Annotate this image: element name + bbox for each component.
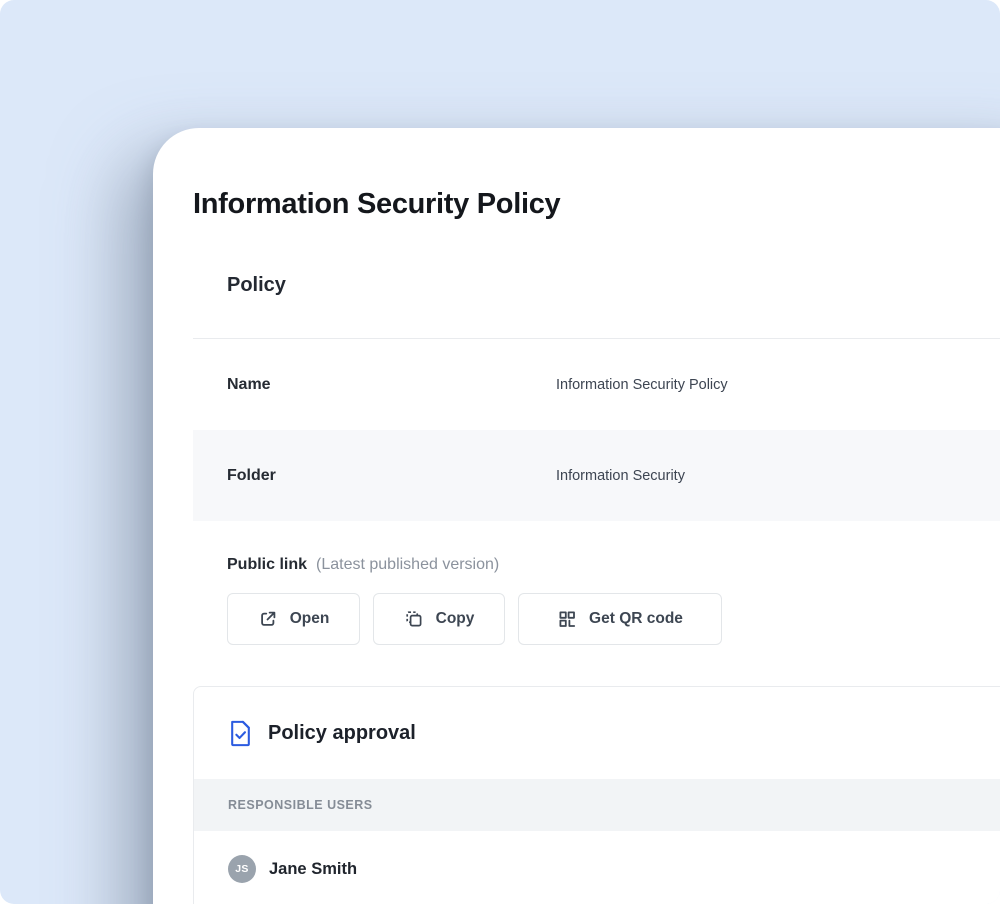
user-name: Jane Smith bbox=[269, 859, 358, 878]
responsible-users-label: RESPONSIBLE USERS bbox=[228, 798, 373, 812]
public-link-header: Public link (Latest published version) bbox=[227, 556, 499, 574]
row-label: Name bbox=[227, 375, 271, 393]
public-link-actions: Open Copy bbox=[227, 593, 722, 645]
avatar-initials: JS bbox=[235, 863, 249, 875]
avatar: JS bbox=[228, 855, 256, 883]
row-value: Information Security Policy bbox=[556, 376, 728, 393]
get-qr-code-button[interactable]: Get QR code bbox=[518, 593, 722, 645]
table-row-name: Name Information Security Policy bbox=[193, 339, 1000, 430]
row-label: Folder bbox=[227, 466, 276, 484]
public-link-note: (Latest published version) bbox=[316, 556, 500, 573]
policy-approval-section: Policy approval RESPONSIBLE USERS JS Jan… bbox=[193, 686, 1000, 904]
policy-detail-card: Information Security Policy Policy Name … bbox=[153, 128, 1000, 904]
qr-button-label: Get QR code bbox=[589, 610, 683, 627]
public-link-label: Public link bbox=[227, 556, 308, 573]
table-row-folder: Folder Information Security bbox=[193, 430, 1000, 521]
page-title: Information Security Policy bbox=[193, 188, 561, 220]
responsible-users-band: RESPONSIBLE USERS bbox=[194, 779, 1000, 831]
policy-approval-title: Policy approval bbox=[268, 721, 416, 744]
external-link-icon bbox=[258, 609, 278, 629]
qr-code-icon bbox=[557, 609, 577, 629]
copy-button[interactable]: Copy bbox=[373, 593, 505, 645]
document-check-icon bbox=[228, 720, 253, 747]
policy-approval-header: Policy approval bbox=[194, 687, 1000, 779]
section-heading-policy: Policy bbox=[227, 274, 286, 296]
open-button-label: Open bbox=[289, 610, 330, 627]
row-value: Information Security bbox=[556, 467, 685, 484]
copy-button-label: Copy bbox=[435, 610, 475, 627]
copy-icon bbox=[404, 609, 424, 629]
policy-table: Name Information Security Policy Folder … bbox=[193, 338, 1000, 521]
user-row[interactable]: JS Jane Smith bbox=[194, 831, 1000, 904]
open-button[interactable]: Open bbox=[227, 593, 360, 645]
